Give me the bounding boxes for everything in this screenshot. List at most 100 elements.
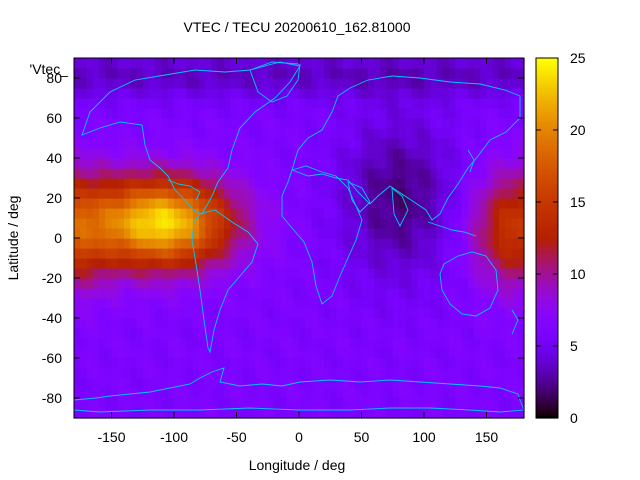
heatmap-cell (117, 328, 125, 339)
heatmap-cell (424, 218, 431, 229)
heatmap-cell (474, 118, 481, 129)
heatmap-cell (411, 198, 419, 209)
heatmap-cell (342, 358, 350, 369)
heatmap-cell (111, 168, 119, 179)
heatmap-cell (374, 328, 381, 339)
colorbar-cell (536, 304, 558, 308)
heatmap-cell (449, 198, 456, 209)
heatmap-cell (486, 228, 494, 239)
heatmap-cell (436, 168, 444, 179)
heatmap-cell (311, 168, 319, 179)
heatmap-cell (99, 138, 106, 149)
colorbar-cell (536, 289, 558, 293)
heatmap-cell (124, 68, 131, 79)
heatmap-cell (99, 328, 106, 339)
heatmap-cell (155, 228, 163, 239)
heatmap-cell (492, 198, 500, 209)
heatmap-cell (417, 308, 425, 319)
heatmap-cell (80, 348, 88, 359)
heatmap-cell (305, 118, 313, 129)
heatmap-cell (474, 258, 481, 269)
heatmap-cell (417, 178, 425, 189)
heatmap-cell (274, 78, 281, 89)
heatmap-cell (492, 168, 500, 179)
colorbar-cell (536, 91, 558, 95)
heatmap-cell (186, 348, 194, 359)
colorbar-cell (536, 175, 558, 179)
heatmap-cell (455, 108, 463, 119)
heatmap-cell (167, 88, 175, 99)
heatmap-cell (242, 78, 250, 89)
heatmap-cell (74, 248, 81, 259)
heatmap-cell (80, 308, 88, 319)
heatmap-cell (292, 88, 300, 99)
heatmap-cell (249, 128, 256, 139)
y-tick-label: 20 (46, 190, 62, 206)
heatmap-cell (361, 198, 369, 209)
heatmap-cell (336, 108, 344, 119)
heatmap-cell (261, 148, 269, 159)
heatmap-cell (224, 158, 231, 169)
heatmap-cell (361, 318, 369, 329)
heatmap-cell (74, 138, 81, 149)
heatmap-cell (292, 168, 300, 179)
heatmap-cell (486, 278, 494, 289)
heatmap-cell (486, 388, 494, 399)
heatmap-cell (130, 238, 138, 249)
heatmap-cell (505, 408, 513, 419)
heatmap-cell (474, 378, 481, 389)
heatmap-cell (280, 128, 288, 139)
heatmap-cell (274, 258, 281, 269)
heatmap-cell (130, 68, 138, 79)
heatmap-cell (299, 118, 306, 129)
heatmap-cell (124, 138, 131, 149)
heatmap-cell (449, 308, 456, 319)
heatmap-cell (342, 338, 350, 349)
heatmap-cell (230, 318, 238, 329)
heatmap-cell (330, 248, 338, 259)
heatmap-cell (361, 178, 369, 189)
colorbar-frame (535, 57, 559, 419)
heatmap-cell (136, 398, 144, 409)
heatmap-cell (355, 368, 363, 379)
heatmap-cell (442, 268, 450, 279)
heatmap-cell (149, 78, 156, 89)
heatmap-cell (255, 318, 263, 329)
heatmap-cell (105, 98, 113, 109)
heatmap-cell (117, 378, 125, 389)
heatmap-cell (461, 228, 469, 239)
heatmap-cell (392, 358, 400, 369)
heatmap-cell (111, 268, 119, 279)
heatmap-cell (324, 408, 331, 419)
heatmap-cell (367, 188, 375, 199)
heatmap-cell (499, 398, 506, 409)
heatmap-cell (361, 118, 369, 129)
heatmap-cell (205, 98, 213, 109)
heatmap-cell (186, 108, 194, 119)
heatmap-cell (517, 118, 525, 129)
heatmap-cell (499, 258, 506, 269)
heatmap-cell (324, 58, 331, 69)
colorbar-cell (536, 373, 558, 377)
heatmap-cell (442, 328, 450, 339)
heatmap-cell (436, 328, 444, 339)
heatmap-cell (505, 248, 513, 259)
heatmap-cell (267, 398, 275, 409)
heatmap-cell (511, 318, 519, 329)
heatmap-cell (155, 408, 163, 419)
heatmap-cell (224, 228, 231, 239)
heatmap-cell (355, 78, 363, 89)
heatmap-cell (380, 378, 388, 389)
heatmap-cell (417, 88, 425, 99)
heatmap-cell (80, 198, 88, 209)
heatmap-cell (342, 268, 350, 279)
heatmap-cell (174, 328, 181, 339)
heatmap-cell (311, 348, 319, 359)
heatmap-cell (467, 178, 475, 189)
heatmap-cell (136, 128, 144, 139)
heatmap-cell (280, 308, 288, 319)
heatmap-cell (117, 198, 125, 209)
heatmap-cell (86, 368, 94, 379)
heatmap-cell (142, 328, 150, 339)
heatmap-cell (386, 348, 394, 359)
